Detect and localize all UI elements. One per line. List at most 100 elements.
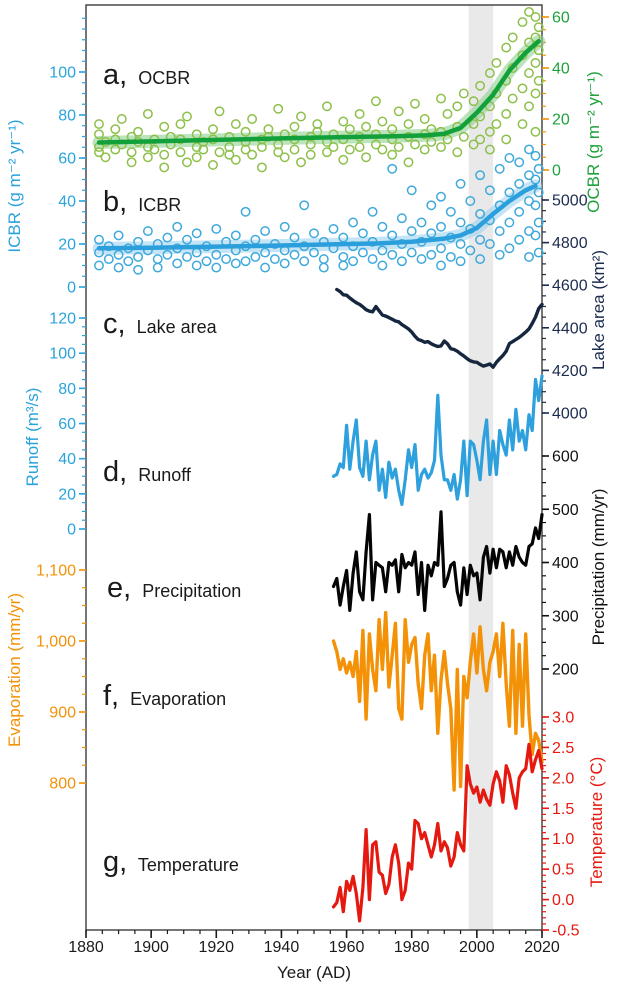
- precip-tick-label: 300: [552, 608, 579, 625]
- icbr-scatter-point: [475, 234, 486, 245]
- icbr-scatter-point: [191, 260, 202, 271]
- icbr-scatter-point: [436, 243, 446, 254]
- ocbr-scatter-point: [149, 144, 160, 155]
- ocbr-scatter-point: [524, 37, 534, 48]
- ocbr-scatter-point: [247, 114, 258, 124]
- precipitation-line: [331, 510, 544, 613]
- icbr-scatter-point: [113, 262, 124, 273]
- ocbr-scatter-point: [279, 152, 290, 163]
- ocbr-scatter-point: [501, 134, 512, 145]
- icbr-scatter-point: [338, 232, 349, 243]
- ocbr-scatter-point: [452, 147, 463, 158]
- icbr-scatter-point: [377, 260, 388, 271]
- icbr-scatter-point: [436, 191, 446, 202]
- icbr-scatter-point: [533, 187, 544, 198]
- x-tick-label: 2000: [459, 939, 495, 956]
- icbr-scatter-point: [230, 258, 241, 269]
- icbr-scatter-point: [211, 223, 222, 234]
- icbr-scatter-point: [260, 226, 271, 237]
- x-tick-label: 2020: [524, 939, 560, 956]
- temp-tick-label: -0.5: [552, 923, 580, 940]
- ocbr-scatter-point: [484, 144, 495, 155]
- icbr-scatter-point: [367, 254, 378, 265]
- icbr-scatter-point: [377, 221, 388, 232]
- ocbr-scatter-point: [484, 126, 495, 137]
- ocbr-scatter-point: [361, 121, 372, 132]
- icbr-scatter-point: [475, 254, 486, 265]
- ocbr-scatter-point: [442, 134, 453, 145]
- ocbr-scatter-point: [533, 75, 544, 86]
- icbr-scatter-point: [211, 262, 222, 273]
- icbr-scatter-point: [240, 256, 251, 267]
- icbr-scatter-point: [182, 251, 192, 262]
- icbr-scatter-point: [279, 221, 290, 232]
- icbr-scatter-point: [436, 260, 446, 271]
- icbr-scatter-point: [142, 226, 153, 237]
- panel-label-f: f, Evaporation: [103, 680, 226, 712]
- icbr-scatter-point: [514, 178, 525, 189]
- ocbr-scatter-point: [322, 147, 332, 158]
- ocbr-scatter-point: [530, 12, 541, 22]
- evap-tick-label: 900: [49, 705, 76, 722]
- icbr-scatter-point: [504, 217, 515, 228]
- evap-tick-label: 1,100: [36, 563, 76, 580]
- ocbr-scatter-point: [475, 134, 486, 145]
- lake-area-line: [335, 287, 544, 369]
- ocbr-scatter-point: [458, 131, 469, 142]
- x-tick-label: 1880: [68, 939, 104, 956]
- icbr-scatter-point: [533, 247, 544, 258]
- icbr-scatter-point: [445, 251, 456, 262]
- icbr-scatter-point: [260, 262, 271, 273]
- ocbr-scatter-point: [403, 157, 414, 168]
- icbr-trend-line: [96, 183, 538, 251]
- icbr-scatter-point: [406, 185, 417, 196]
- icbr-scatter-point: [533, 217, 544, 228]
- icbr-scatter-point: [338, 260, 349, 271]
- ocbr-scatter-point: [296, 157, 306, 168]
- icbr-scatter-point: [318, 262, 329, 273]
- ocbr-scatter-point: [524, 101, 534, 112]
- lake-tick-label: 4000: [552, 406, 588, 423]
- ocbr-scatter-point: [491, 119, 502, 130]
- ocbr-scatter-point: [224, 149, 235, 160]
- ocbr-scatter-point: [393, 142, 404, 153]
- icbr-scatter-point: [475, 208, 486, 219]
- ocbr-scatter-point: [436, 142, 446, 153]
- ocbr-scatter-point: [116, 114, 127, 124]
- panel-label-c: c, Lake area: [103, 308, 218, 340]
- ocbr-scatter-point: [247, 149, 258, 160]
- icbr-scatter-point: [406, 226, 417, 237]
- ocbr-scatter-point: [159, 162, 170, 173]
- icbr-scatter-point: [338, 251, 349, 262]
- ocbr-scatter-point: [517, 83, 528, 94]
- icbr-scatter-point: [211, 249, 222, 260]
- ocbr-scatter-point: [377, 144, 388, 155]
- icbr-scatter-point: [133, 264, 144, 275]
- ocbr-scatter-point: [475, 80, 486, 91]
- ocbr-scatter-point: [208, 124, 218, 135]
- ocbr-scatter-point: [468, 96, 479, 107]
- icbr-scatter-point: [465, 196, 476, 206]
- ocbr-scatter-point: [328, 142, 339, 153]
- icbr-scatter-point: [250, 251, 261, 262]
- ocbr-scatter-point: [182, 111, 192, 122]
- ocbr-scatter-point: [370, 96, 381, 107]
- icbr-scatter-point: [299, 200, 310, 211]
- ocbr-scatter-point: [484, 68, 495, 79]
- runoff-axis-title: Runoff (m³/s): [23, 388, 42, 487]
- icbr-tick-label: 60: [58, 151, 76, 168]
- icbr-scatter-point: [445, 206, 456, 217]
- runoff-line: [331, 374, 544, 506]
- icbr-scatter-point: [396, 256, 407, 267]
- icbr-scatter-point: [504, 153, 515, 163]
- lake-tick-label: 4400: [552, 320, 588, 337]
- ocbr-scatter-point: [159, 121, 170, 132]
- ocbr-scatter-point: [361, 152, 372, 163]
- ocbr-scatter-point: [100, 152, 111, 163]
- icbr-scatter-point: [299, 256, 310, 267]
- icbr-scatter-point: [455, 256, 466, 267]
- ocbr-scatter-point: [110, 124, 121, 135]
- icbr-scatter-point: [514, 234, 525, 245]
- temp-tick-label: 0.5: [552, 862, 574, 879]
